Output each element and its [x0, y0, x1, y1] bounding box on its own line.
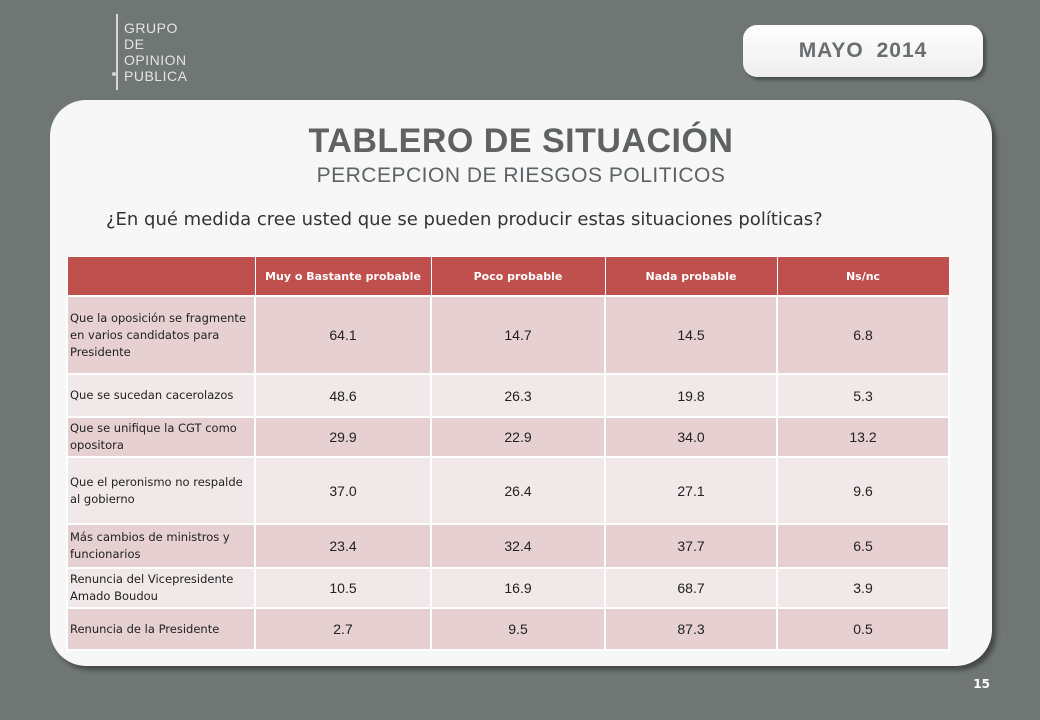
cell-value: 27.1	[604, 456, 778, 525]
cell-value: 3.9	[776, 567, 950, 609]
cell-value: 14.5	[604, 295, 778, 375]
cell-value: 34.0	[604, 416, 778, 458]
cell-value: 16.9	[430, 567, 606, 609]
cell-value: 29.9	[254, 416, 432, 458]
page-title: TABLERO DE SITUACIÓN	[308, 122, 734, 160]
cell-value: 9.5	[430, 607, 606, 651]
cell-value: 0.5	[776, 607, 950, 651]
cell-value: 37.7	[604, 523, 778, 569]
date-text: MAYO 2014	[798, 39, 928, 62]
logo-line: OPINION	[124, 52, 187, 68]
cell-value: 23.4	[254, 523, 432, 569]
table-row: Que la oposición se fragmente en varios …	[66, 295, 950, 375]
cell-value: 19.8	[604, 373, 778, 418]
cell-value: 6.5	[776, 523, 950, 569]
cell-value: 68.7	[604, 567, 778, 609]
row-label: Que el peronismo no respalde al gobierno	[66, 456, 256, 525]
table-header-row: Muy o Bastante probable Poco probable Na…	[66, 256, 950, 297]
page-subtitle: PERCEPCION DE RIESGOS POLITICOS	[316, 164, 726, 187]
cell-value: 6.8	[776, 295, 950, 375]
cell-value: 22.9	[430, 416, 606, 458]
logo-bar	[116, 14, 118, 90]
logo-text: GRUPO DE OPINION PUBLICA	[124, 20, 187, 84]
logo-line: PUBLICA	[124, 68, 188, 84]
table-row: Que se unifique la CGT como opositora 29…	[66, 416, 950, 458]
row-label: Que la oposición se fragmente en varios …	[66, 295, 256, 375]
logo-dot	[112, 72, 116, 76]
cell-value: 64.1	[254, 295, 432, 375]
cell-value: 10.5	[254, 567, 432, 609]
cell-value: 5.3	[776, 373, 950, 418]
table-row: Más cambios de ministros y funcionarios …	[66, 523, 950, 569]
date-badge: MAYO 2014	[743, 25, 983, 77]
header-empty	[66, 256, 256, 297]
cell-value: 9.6	[776, 456, 950, 525]
cell-value: 2.7	[254, 607, 432, 651]
header-muy-bastante-probable: Muy o Bastante probable	[254, 256, 432, 297]
page-number: 15	[973, 677, 990, 691]
table-row: Renuncia del Vicepresidente Amado Boudou…	[66, 567, 950, 609]
header-ns-nc: Ns/nc	[776, 256, 950, 297]
cell-value: 87.3	[604, 607, 778, 651]
row-label: Renuncia del Vicepresidente Amado Boudou	[66, 567, 256, 609]
cell-value: 13.2	[776, 416, 950, 458]
cell-value: 32.4	[430, 523, 606, 569]
logo-line: GRUPO	[124, 20, 178, 36]
cell-value: 26.4	[430, 456, 606, 525]
header-nada-probable: Nada probable	[604, 256, 778, 297]
cell-value: 14.7	[430, 295, 606, 375]
row-label: Que se unifique la CGT como opositora	[66, 416, 256, 458]
cell-value: 37.0	[254, 456, 432, 525]
risk-perception-table: Muy o Bastante probable Poco probable Na…	[66, 256, 950, 651]
header-poco-probable: Poco probable	[430, 256, 606, 297]
table-row: Que el peronismo no respalde al gobierno…	[66, 456, 950, 525]
grupo-opinion-publica-logo: GRUPO DE OPINION PUBLICA	[110, 14, 220, 90]
survey-question: ¿En qué medida cree usted que se pueden …	[106, 209, 823, 230]
logo-line: DE	[124, 36, 145, 52]
row-label: Más cambios de ministros y funcionarios	[66, 523, 256, 569]
row-label: Renuncia de la Presidente	[66, 607, 256, 651]
table-row: Que se sucedan cacerolazos 48.6 26.3 19.…	[66, 373, 950, 418]
cell-value: 26.3	[430, 373, 606, 418]
cell-value: 48.6	[254, 373, 432, 418]
row-label: Que se sucedan cacerolazos	[66, 373, 256, 418]
table-row: Renuncia de la Presidente 2.7 9.5 87.3 0…	[66, 607, 950, 651]
